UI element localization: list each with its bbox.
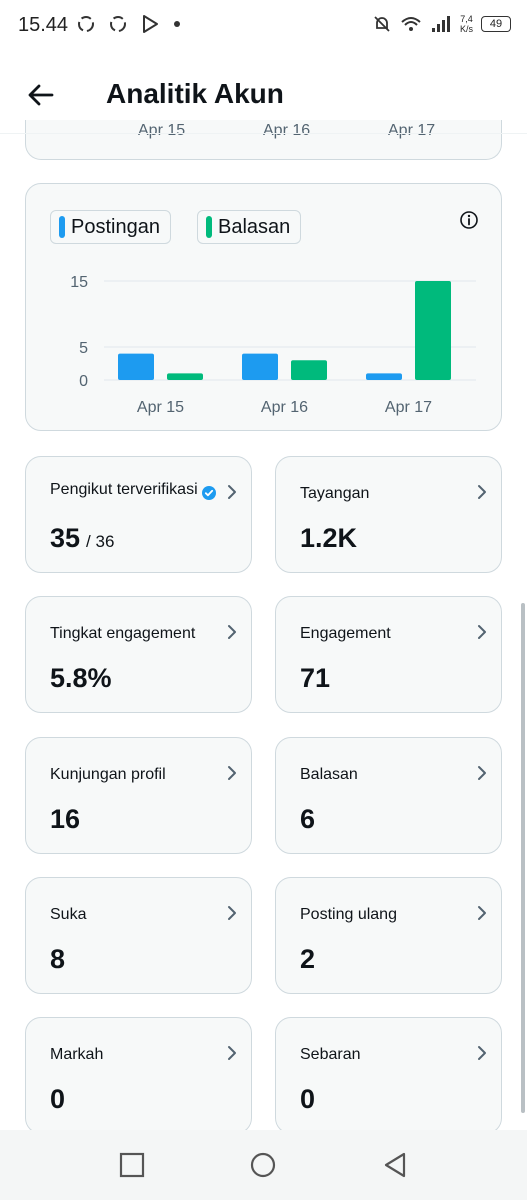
sync-icon xyxy=(78,16,94,32)
dot-icon xyxy=(174,21,180,27)
header-divider xyxy=(0,133,527,134)
previous-chart-card: Apr 15 Apr 16 Apr 17 xyxy=(25,120,502,160)
legend-swatch xyxy=(206,216,212,238)
stat-label: Engagement xyxy=(300,625,391,642)
x-tick-label: Apr 15 xyxy=(137,399,184,416)
stat-card-impressions[interactable]: Tayangan 1.2K xyxy=(275,456,502,573)
chevron-right-icon xyxy=(228,625,236,639)
activity-chart-card: Postingan Balasan 0 5 15 Apr 15 Apr 16 Apr 17 xyxy=(25,183,502,431)
stat-value: 35/ 36 xyxy=(50,523,115,553)
status-right-icons: 7,4 K/s 49 xyxy=(372,14,511,34)
stat-label: Sebaran xyxy=(300,1046,361,1063)
stat-value: 8 xyxy=(50,944,66,974)
stat-card-profile-visits[interactable]: Kunjungan profil 16 xyxy=(25,737,252,854)
stat-card-engagement[interactable]: Engagement 71 xyxy=(275,596,502,713)
bar-chart: 0 5 15 Apr 15 Apr 16 Apr 17 xyxy=(70,274,476,416)
stat-card-verified-followers[interactable]: Pengikut terverifikasi 35/ 36 xyxy=(25,456,252,573)
legend-balasan[interactable]: Balasan xyxy=(197,210,302,244)
bar-balasan-1[interactable] xyxy=(291,360,327,380)
tick-label: Apr 15 xyxy=(138,122,186,139)
status-bar: 15.44 7,4 K/s 49 xyxy=(0,0,527,52)
stat-value: 0 xyxy=(300,1084,316,1114)
back-arrow-icon[interactable] xyxy=(26,80,56,110)
stat-label: Suka xyxy=(50,906,87,923)
y-tick-label: 5 xyxy=(79,340,88,357)
stat-card-likes[interactable]: Suka 8 xyxy=(25,877,252,994)
stat-label: Markah xyxy=(50,1046,104,1063)
chevron-right-icon xyxy=(228,1046,236,1060)
legend-postingan[interactable]: Postingan xyxy=(50,210,171,244)
stat-card-reposts[interactable]: Posting ulang 2 xyxy=(275,877,502,994)
bar-postingan-0[interactable] xyxy=(118,353,154,380)
stat-label: Balasan xyxy=(300,766,358,783)
x-tick-label: Apr 17 xyxy=(385,399,432,416)
stat-total: / 36 xyxy=(86,532,115,551)
verified-badge-icon xyxy=(202,486,216,500)
stat-card-bookmarks[interactable]: Markah 0 xyxy=(25,1017,252,1134)
legend-label: Postingan xyxy=(71,215,160,238)
y-tick-label: 0 xyxy=(79,373,88,390)
status-left-icons xyxy=(76,14,182,34)
legend-label: Balasan xyxy=(218,215,291,238)
tick-label: Apr 16 xyxy=(263,122,311,139)
scrollbar[interactable] xyxy=(521,603,525,1113)
bar-balasan-2[interactable] xyxy=(415,281,451,380)
stat-label: Tayangan xyxy=(300,485,370,502)
signal-icon xyxy=(431,16,450,32)
chevron-right-icon xyxy=(228,485,236,499)
chevron-right-icon xyxy=(228,906,236,920)
chevron-right-icon xyxy=(478,485,486,499)
status-time: 15.44 xyxy=(18,14,69,36)
stat-card-shares[interactable]: Sebaran 0 xyxy=(275,1017,502,1134)
stat-value: 1.2K xyxy=(300,523,358,553)
stat-value: 5.8% xyxy=(50,663,112,693)
tick-label: Apr 17 xyxy=(388,122,436,139)
y-tick-label: 15 xyxy=(70,274,88,291)
page-title: Analitik Akun xyxy=(106,78,284,109)
recent-apps-icon[interactable] xyxy=(119,1152,145,1178)
battery-icon: 49 xyxy=(481,16,511,32)
x-tick-label: Apr 16 xyxy=(261,399,308,416)
bar-balasan-0[interactable] xyxy=(167,373,203,380)
stat-value: 71 xyxy=(300,663,331,693)
back-triangle-icon[interactable] xyxy=(382,1152,408,1178)
stat-value: 16 xyxy=(50,804,81,834)
network-speed: 7,4 K/s xyxy=(459,14,473,34)
bar-postingan-1[interactable] xyxy=(242,353,278,380)
info-icon[interactable] xyxy=(459,210,479,230)
stat-label: Tingkat engagement xyxy=(50,625,196,642)
chevron-right-icon xyxy=(478,1046,486,1060)
chevron-right-icon xyxy=(228,766,236,780)
stat-card-engagement-rate[interactable]: Tingkat engagement 5.8% xyxy=(25,596,252,713)
system-nav-bar xyxy=(0,1130,527,1200)
play-store-icon xyxy=(143,15,158,33)
stat-label: Pengikut terverifikasi xyxy=(50,481,198,498)
sync-icon xyxy=(110,16,126,32)
chevron-right-icon xyxy=(478,625,486,639)
chevron-right-icon xyxy=(478,906,486,920)
stat-value: 0 xyxy=(50,1084,66,1114)
bell-off-icon xyxy=(374,16,390,32)
wifi-icon xyxy=(401,17,421,31)
stat-label: Kunjungan profil xyxy=(50,766,166,783)
stat-value: 2 xyxy=(300,944,316,974)
bar-postingan-2[interactable] xyxy=(366,373,402,380)
stat-card-replies[interactable]: Balasan 6 xyxy=(275,737,502,854)
stat-value: 6 xyxy=(300,804,316,834)
chevron-right-icon xyxy=(478,766,486,780)
legend-swatch xyxy=(59,216,65,238)
home-icon[interactable] xyxy=(250,1152,276,1178)
stat-label: Posting ulang xyxy=(300,906,397,923)
